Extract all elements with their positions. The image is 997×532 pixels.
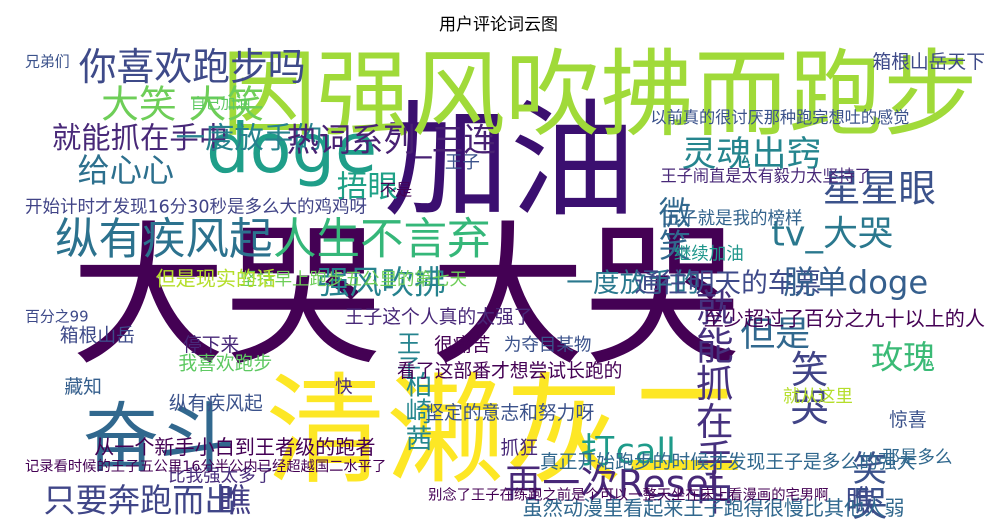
cloud-word: 王子就是我的榜样: [663, 209, 803, 229]
cloud-word: 只要奔跑而出: [43, 481, 236, 519]
chart-title: 用户评论词云图: [439, 15, 558, 35]
cloud-word: 我喜欢跑步: [178, 353, 272, 375]
cloud-word: 微笑: [654, 196, 692, 261]
cloud-word: 你喜欢跑步吗: [79, 45, 306, 89]
cloud-word: 因强风吹拂而跑步: [222, 40, 978, 150]
cloud-word: 脱单doge: [783, 264, 928, 302]
cloud-word: 就从这里: [783, 387, 853, 407]
cloud-word: 一度放手的: [176, 121, 323, 155]
cloud-word: 箱根山岳: [60, 325, 135, 347]
cloud-word: 纵有疾风起: [55, 215, 273, 265]
cloud-word: 就能抓在手中: [689, 288, 733, 515]
cloud-word: 王子这个人真的太强了: [345, 306, 533, 328]
cloud-word: 捂眼: [337, 169, 399, 205]
cloud-word: 那是多么: [882, 448, 952, 468]
cloud-word: 惊喜: [889, 409, 927, 431]
cloud-word: 玫瑰: [871, 339, 935, 377]
cloud-word: 从一个新手小白到王者级的跑者: [94, 435, 375, 459]
cloud-word: 真正开始跑步的时候才发现王子是多么的强大: [540, 451, 916, 473]
cloud-word: 藏知: [64, 376, 102, 398]
cloud-word: 记录看时候的王子五公里16分半公内已经超越国二水平了: [25, 458, 386, 475]
cloud-word: 热词系列_三连: [287, 121, 496, 159]
cloud-word: 笑哭: [846, 450, 886, 520]
cloud-word: 兄弟们: [25, 52, 70, 70]
cloud-word: 纵有疾风起: [169, 393, 263, 415]
cloud-word: 快: [335, 378, 353, 398]
cloud-word: 自己加油: [191, 95, 251, 113]
cloud-word: 别念了王子在练跑之前是个可以一整天坐在床上看漫画的宅男啊: [428, 485, 828, 503]
cloud-word: 瞧: [219, 481, 251, 519]
cloud-word: 箱根山岳天下: [872, 51, 985, 73]
cloud-word: 虽然动漫里看起来王子跑得很慢比其他人弱: [523, 496, 905, 520]
cloud-word: doge: [206, 109, 377, 189]
cloud-word: 通往明天的车票: [634, 268, 821, 299]
cloud-word: 王子: [392, 331, 420, 379]
cloud-word: 灵魂出窍: [681, 135, 821, 175]
cloud-word: 大笑 大笑: [101, 82, 264, 126]
cloud-word: 柏崎茜: [400, 371, 431, 451]
cloud-word: 一度放手的: [566, 268, 699, 299]
cloud-word: 比我强太多了: [168, 467, 273, 487]
word-cloud: 大哭 大哭 加油 清濑灰二 因强风吹拂而跑步 doge 奋斗 纵有疾风起 人生不言弃 你喜欢跑步…: [25, 40, 985, 520]
cloud-word: 星星眼: [823, 167, 936, 211]
cloud-word: 大哭 大哭: [71, 207, 740, 388]
cloud-word: 但是: [740, 315, 810, 355]
cloud-word: 不是: [380, 181, 412, 200]
cloud-word: 给心心: [78, 151, 175, 189]
cloud-word: tv_大哭: [771, 215, 893, 255]
cloud-word: 百分之99: [25, 307, 89, 325]
cloud-word: 打call: [581, 432, 676, 472]
cloud-word: 再一次Reset: [505, 461, 724, 505]
cloud-word: 至少超过了百分之九十以上的人: [704, 306, 985, 330]
cloud-word: 就能抓在手中: [52, 121, 228, 155]
cloud-word: 抓狂: [500, 437, 538, 459]
cloud-word: 坚定的意志和努力呀: [425, 402, 594, 424]
cloud-word: 强风吹拂: [317, 264, 446, 302]
cloud-word: 很痛苦: [434, 334, 490, 356]
cloud-word: 继续加油: [674, 244, 744, 264]
cloud-word: 奋斗: [83, 394, 235, 483]
cloud-word: 王子: [445, 153, 480, 173]
cloud-word: 人生不言弃: [273, 215, 491, 265]
cloud-word: 坚持早上跑步五公里的第七天: [240, 270, 468, 290]
cloud-word: 但是现实的话: [156, 267, 277, 291]
cloud-word: 为夺目某物: [504, 336, 592, 356]
cloud-word: 清濑灰二: [266, 362, 744, 501]
cloud-word: 王子闹直是太有毅力太坚持了: [660, 167, 870, 186]
cloud-word: 瞧: [846, 484, 875, 518]
cloud-word: 开始计时才发现16分30秒是多么大的鸡鸡呀: [25, 197, 367, 217]
cloud-word: 笑哭: [784, 350, 828, 426]
cloud-word: 加油: [384, 88, 636, 235]
cloud-word: 以前真的很讨厌那种跑完想吐的感觉: [650, 108, 909, 127]
cloud-word: 看了这部番才想尝试长跑的: [397, 360, 622, 382]
cloud-word: 停下来: [183, 334, 240, 356]
